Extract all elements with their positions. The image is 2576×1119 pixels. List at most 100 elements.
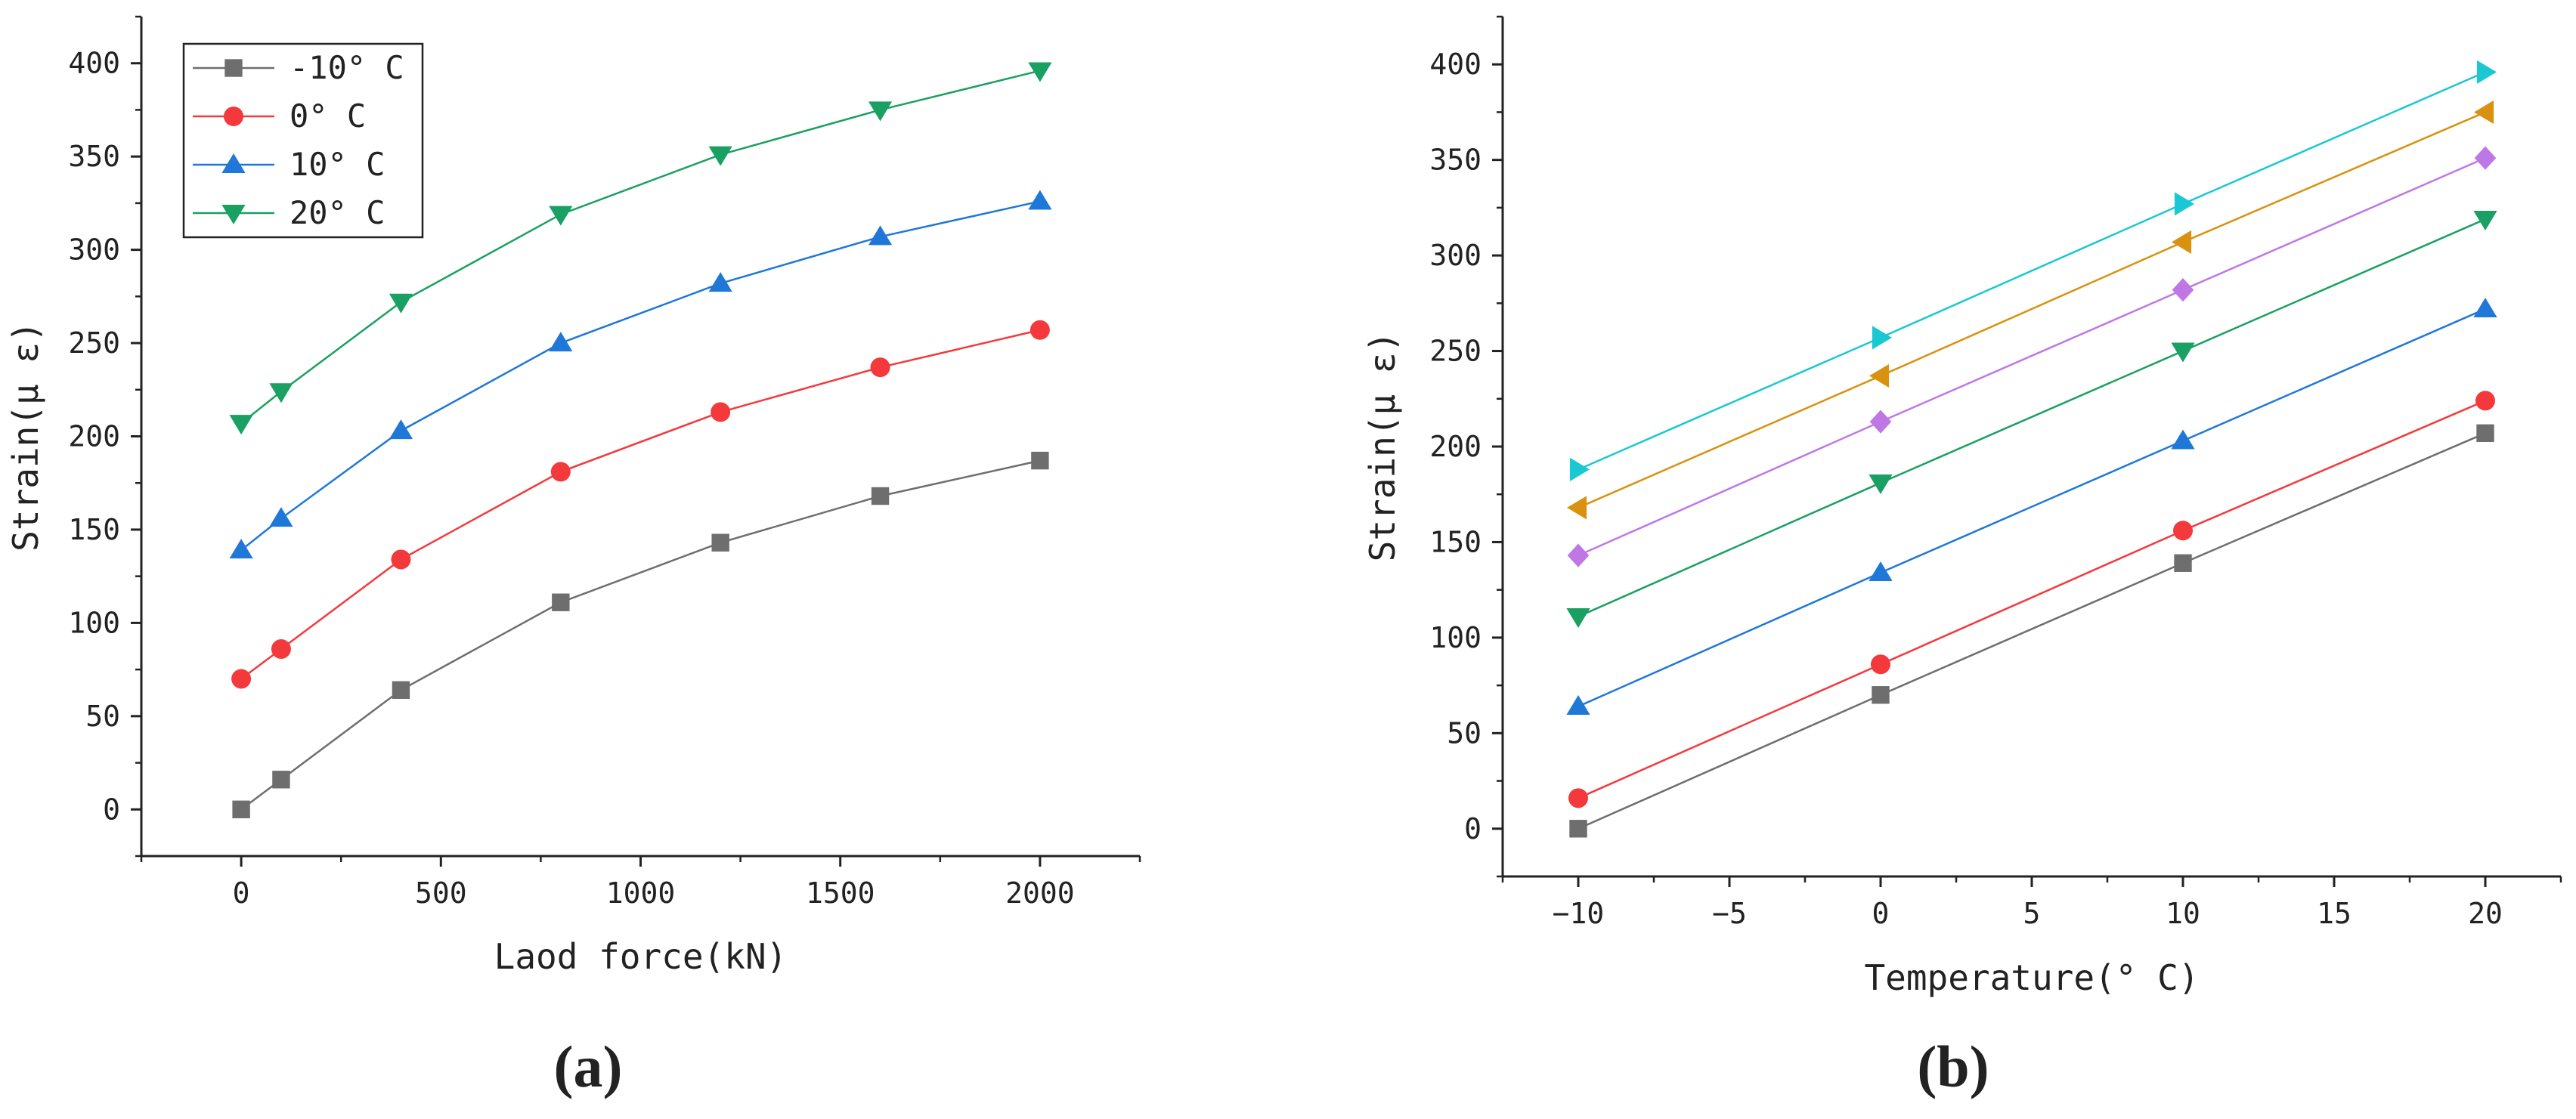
x-tick-label: 2000 [1005, 876, 1075, 910]
y-tick-label: 50 [1447, 716, 1482, 750]
x-tick-label: 5 [2023, 897, 2041, 930]
series-a-2 [229, 190, 1052, 559]
series-line [1577, 71, 2486, 471]
data-point [229, 415, 253, 435]
data-point [1872, 326, 1892, 350]
data-point [2172, 230, 2192, 255]
data-point [2476, 60, 2497, 84]
legend-marker [224, 59, 243, 77]
data-point [1569, 457, 1590, 481]
data-point [269, 383, 293, 403]
data-point [711, 533, 729, 552]
series-line [1577, 111, 2486, 509]
series-line [1577, 432, 2486, 830]
data-point [1568, 788, 1588, 808]
x-tick-label: 500 [415, 876, 467, 910]
legend-marker [224, 107, 243, 126]
data-point [1869, 363, 1890, 388]
series-line [240, 200, 1041, 552]
data-point [1871, 654, 1890, 675]
data-point [1567, 543, 1590, 567]
legend-label: 10° C [289, 146, 385, 183]
y-tick-label: 250 [68, 326, 120, 360]
y-tick-label: 150 [1429, 525, 1482, 558]
y-tick-label: 100 [1429, 621, 1482, 654]
x-tick-label: −5 [1712, 897, 1747, 930]
legend-marker [221, 153, 246, 174]
data-point [2474, 146, 2497, 170]
data-point [391, 549, 411, 570]
data-point [2173, 521, 2193, 541]
y-tick-label: 200 [1429, 430, 1482, 463]
data-point [1567, 496, 1587, 520]
legend-label: 20° C [289, 194, 385, 231]
data-point [269, 507, 293, 527]
x-tick-label: 20 [2468, 897, 2503, 930]
data-point [2475, 391, 2495, 411]
data-point [708, 272, 732, 292]
data-point [229, 539, 253, 559]
axes-a: 0 50 100 150 200 250 300 350 400 0 500 1000 1500 2000 [68, 15, 1141, 910]
data-point [870, 357, 890, 378]
y-tick-label: 50 [85, 700, 120, 733]
y-axis-label: Strain(μ ε) [5, 321, 46, 552]
y-tick-label: 350 [1429, 144, 1482, 177]
series-b-2 [1566, 297, 2497, 715]
legend: -10° C 0° C 10° C 20° C [182, 42, 424, 239]
data-point [1028, 190, 1052, 210]
data-point [2172, 278, 2194, 302]
data-point [2473, 297, 2497, 317]
data-point [711, 402, 731, 422]
data-point [868, 101, 893, 122]
data-point [389, 293, 413, 314]
panel-label: (a) [554, 1034, 623, 1099]
series-b-0 [1569, 424, 2494, 838]
series-a-0 [232, 451, 1049, 818]
y-tick-label: 0 [103, 793, 120, 826]
axes-b: 0 50 100 150 200 250 300 350 400 −10 −5 0 5 10 15 20 [1429, 15, 2562, 930]
data-point [1569, 820, 1587, 838]
series-b-6 [1569, 60, 2497, 481]
series-b-3 [1566, 211, 2497, 629]
data-point [2171, 429, 2195, 450]
data-point [1869, 474, 1893, 494]
data-point [271, 638, 291, 659]
data-point [392, 681, 410, 699]
x-tick-label: 1500 [806, 876, 875, 910]
y-tick-label: 150 [68, 513, 120, 546]
x-tick-label: 0 [1872, 897, 1890, 930]
series-line [1577, 400, 2486, 799]
data-point [871, 487, 890, 505]
x-tick-label: 10 [2166, 897, 2200, 930]
x-tick-label: −10 [1553, 897, 1605, 930]
series-b-4 [1567, 146, 2497, 567]
y-tick-label: 400 [68, 47, 120, 80]
y-tick-label: 100 [68, 606, 120, 639]
y-tick-label: 200 [68, 420, 120, 453]
series-line [1577, 218, 2486, 618]
data-point [2174, 192, 2194, 216]
data-point [1566, 694, 1590, 715]
y-axis-label: Strain(μ ε) [1362, 332, 1403, 562]
data-point [868, 225, 893, 246]
x-tick-label: 15 [2317, 897, 2352, 930]
y-tick-label: 300 [1429, 239, 1482, 272]
data-point [2473, 211, 2497, 231]
data-point [2174, 554, 2192, 572]
data-point [2476, 424, 2494, 442]
series-b-5 [1567, 100, 2494, 520]
y-tick-label: 250 [1429, 335, 1482, 368]
data-point [552, 593, 570, 611]
legend-marker [221, 204, 246, 224]
y-tick-label: 400 [1429, 48, 1482, 81]
series-line [240, 329, 1041, 680]
series-line [1577, 308, 2486, 708]
data-point [2171, 342, 2195, 363]
data-point [1872, 686, 1890, 704]
data-point [1869, 561, 1893, 581]
data-point [1028, 62, 1052, 82]
data-point [232, 800, 250, 818]
data-point [2474, 100, 2494, 125]
data-point [1029, 320, 1050, 340]
